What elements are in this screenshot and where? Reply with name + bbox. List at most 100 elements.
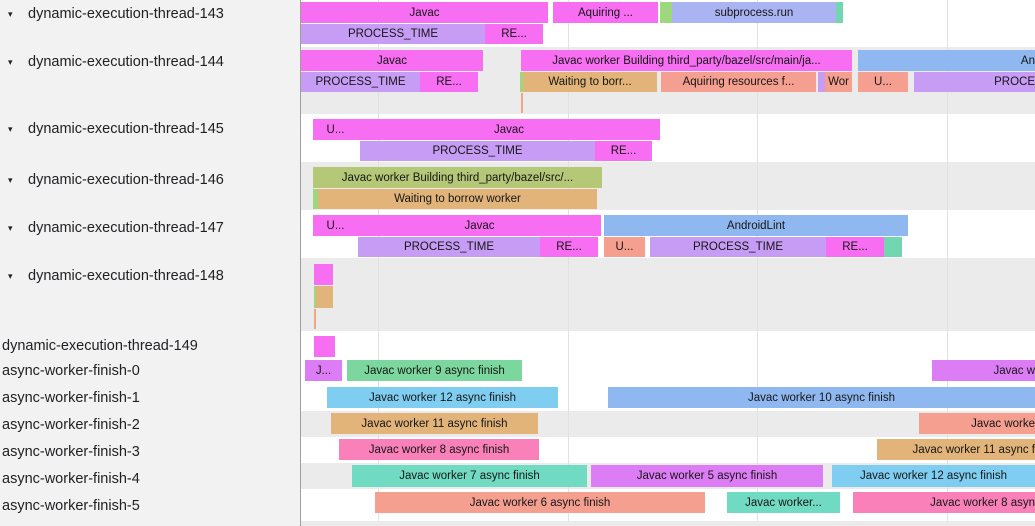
trace-slice[interactable]	[818, 72, 825, 92]
sidebar-row-async-worker-finish-4[interactable]: async-worker-finish-4	[0, 469, 298, 489]
sidebar-row-dynamic-execution-thread-149[interactable]: dynamic-execution-thread-149	[0, 336, 298, 356]
trace-slice[interactable]: PROCESS_TIME	[358, 237, 540, 257]
trace-slice[interactable]: Javac	[358, 119, 660, 140]
collapse-triangle-icon[interactable]: ▾	[8, 8, 13, 19]
trace-slice[interactable]: U...	[313, 119, 358, 140]
trace-slice[interactable]: PROCESS_TIME	[301, 72, 420, 92]
trace-slice[interactable]: PROCESS_TIME	[301, 24, 485, 44]
track-name-label: dynamic-execution-thread-147	[28, 220, 224, 236]
trace-slice[interactable]	[521, 93, 523, 113]
trace-slice[interactable]: Javac worke	[919, 413, 1035, 434]
trace-slice[interactable]: RE...	[595, 141, 652, 161]
trace-slice[interactable]: Javac worker 6 async finish	[375, 492, 705, 513]
track-name-label: async-worker-finish-1	[2, 390, 140, 406]
trace-slice[interactable]: Javac	[301, 2, 548, 23]
slice-label: PROCESS_TIME	[315, 76, 406, 88]
slice-label: PROCE	[994, 76, 1035, 88]
trace-slice[interactable]: AndroidLint	[604, 215, 908, 236]
trace-slice[interactable]: Javac w	[932, 360, 1035, 381]
sidebar-row-dynamic-execution-thread-143[interactable]: ▾ dynamic-execution-thread-143	[0, 4, 298, 24]
gridline	[947, 0, 948, 526]
sidebar-row-async-worker-finish-3[interactable]: async-worker-finish-3	[0, 442, 298, 462]
gridline	[757, 0, 758, 526]
slice-label: Aquiring resources f...	[682, 76, 795, 88]
sidebar-row-dynamic-execution-thread-146[interactable]: ▾ dynamic-execution-thread-146	[0, 170, 298, 190]
sidebar-row-async-worker-finish-1[interactable]: async-worker-finish-1	[0, 388, 298, 408]
trace-slice[interactable]: RE...	[420, 72, 478, 92]
trace-slice[interactable]: Javac worker 7 async finish	[352, 465, 587, 487]
slice-label: Javac worker 10 async finish	[747, 391, 895, 404]
sidebar-row-dynamic-execution-thread-144[interactable]: ▾ dynamic-execution-thread-144	[0, 52, 298, 72]
trace-slice[interactable]: U...	[858, 72, 908, 92]
slice-label: Javac worke	[971, 417, 1035, 430]
trace-slice[interactable]: Javac worker 11 async finish	[331, 413, 538, 434]
slice-label: Javac worker 12 async finish	[368, 391, 516, 404]
slice-label: Javac worker 6 async finish	[469, 496, 611, 509]
slice-label: Javac w	[993, 364, 1035, 377]
trace-slice[interactable]	[314, 264, 333, 285]
sidebar-row-async-worker-finish-0[interactable]: async-worker-finish-0	[0, 361, 298, 381]
collapse-triangle-icon[interactable]: ▾	[8, 123, 13, 134]
slice-label: An	[1020, 54, 1035, 67]
trace-slice[interactable]: U...	[604, 237, 645, 257]
trace-slice[interactable]: Javac worker 10 async finish	[608, 387, 1035, 408]
trace-slice[interactable]: Waiting to borrow worker	[318, 189, 597, 209]
trace-slice[interactable]	[836, 2, 843, 23]
slice-label: Javac worker 9 async finish	[364, 364, 505, 377]
trace-slice[interactable]	[660, 2, 672, 23]
trace-slice[interactable]: Javac worker Building third_party/bazel/…	[313, 167, 602, 188]
track-name-label: dynamic-execution-thread-149	[2, 338, 198, 354]
trace-slice[interactable]: Javac worker 8 asyn	[853, 492, 1035, 513]
trace-slice[interactable]	[314, 309, 316, 329]
trace-slice[interactable]: RE...	[826, 237, 884, 257]
trace-slice[interactable]: U...	[313, 215, 358, 236]
trace-slice[interactable]: Wor	[825, 72, 852, 92]
slice-label: Javac worker 8 asyn	[930, 496, 1035, 509]
slice-label: U...	[615, 241, 634, 253]
trace-slice[interactable]: Javac worker 9 async finish	[347, 360, 522, 381]
trace-slice[interactable]: RE...	[485, 24, 543, 44]
trace-slice[interactable]	[314, 336, 335, 357]
collapse-triangle-icon[interactable]: ▾	[8, 56, 13, 67]
trace-slice[interactable]: Aquiring ...	[553, 2, 658, 23]
trace-slice[interactable]: An	[858, 50, 1035, 71]
slice-label: Javac	[464, 219, 495, 232]
slice-label: PROCESS_TIME	[403, 241, 495, 253]
trace-slice[interactable]	[313, 189, 318, 209]
trace-slice[interactable]: Javac worker 12 async finish	[327, 387, 558, 408]
collapse-triangle-icon[interactable]: ▾	[8, 222, 13, 233]
trace-slice[interactable]	[520, 72, 523, 92]
sidebar-row-dynamic-execution-thread-147[interactable]: ▾ dynamic-execution-thread-147	[0, 218, 298, 238]
sidebar-row-async-worker-finish-2[interactable]: async-worker-finish-2	[0, 415, 298, 435]
sidebar-row-dynamic-execution-thread-148[interactable]: ▾ dynamic-execution-thread-148	[0, 266, 298, 286]
trace-slice[interactable]: Javac	[358, 215, 601, 236]
trace-slice[interactable]: PROCE	[914, 72, 1035, 92]
slice-label: J...	[315, 364, 332, 377]
trace-slice[interactable]: Javac worker 12 async finish	[832, 465, 1035, 487]
trace-slice[interactable]: PROCESS_TIME	[360, 141, 595, 161]
sidebar-row-dynamic-execution-thread-145[interactable]: ▾ dynamic-execution-thread-145	[0, 119, 298, 139]
trace-slice[interactable]: Javac worker 8 async finish	[339, 439, 539, 460]
trace-slice[interactable]: Waiting to borr...	[523, 72, 657, 92]
trace-slice[interactable]: Javac worker 5 async finish	[591, 465, 823, 487]
slice-label: U...	[874, 76, 892, 88]
trace-slice[interactable]: Javac worker Building third_party/bazel/…	[521, 50, 852, 71]
slice-label: RE...	[556, 241, 582, 253]
collapse-triangle-icon[interactable]: ▾	[8, 270, 13, 281]
trace-slice[interactable]: Javac worker...	[727, 492, 840, 513]
collapse-triangle-icon[interactable]: ▾	[8, 174, 13, 185]
trace-slice[interactable]	[314, 286, 316, 308]
slice-label: Javac worker 11 async f	[912, 443, 1035, 456]
trace-slice[interactable]: J...	[305, 360, 342, 381]
sidebar-row-async-worker-finish-5[interactable]: async-worker-finish-5	[0, 496, 298, 516]
trace-slice[interactable]: PROCESS_TIME	[650, 237, 826, 257]
trace-slice[interactable]: Javac	[301, 50, 483, 71]
trace-slice[interactable]: Javac worker 11 async f	[877, 439, 1035, 460]
trace-slice[interactable]	[316, 286, 333, 308]
trace-slice[interactable]: RE...	[540, 237, 598, 257]
trace-slice[interactable]	[884, 237, 902, 257]
trace-slice[interactable]: Aquiring resources f...	[661, 72, 816, 92]
slice-label: U...	[326, 219, 345, 232]
slice-label: Javac	[376, 54, 408, 67]
trace-slice[interactable]: subprocess.run	[672, 2, 836, 23]
